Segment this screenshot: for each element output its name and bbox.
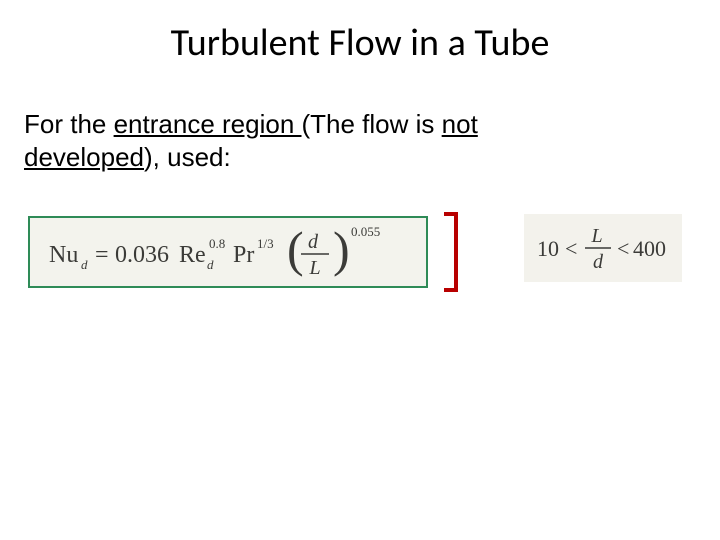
coef: 0.036: [115, 242, 169, 268]
cond-lt2: <: [617, 236, 629, 261]
pr-exp: 1/3: [257, 236, 274, 251]
condition-box: 10 < L d < 400: [524, 214, 682, 282]
equals: =: [95, 242, 109, 268]
formula-equation: Nu d = 0.036 Re d 0.8 Pr 1/3 ( ): [43, 222, 413, 282]
cond-lhs: 10: [537, 236, 559, 261]
body-not: not: [442, 109, 478, 139]
nu-symbol: Nu: [49, 242, 78, 268]
cond-den: d: [593, 251, 604, 273]
pr-symbol: Pr: [233, 242, 254, 268]
body-paragraph: For the entrance region (The flow is not…: [24, 108, 694, 173]
body-mid: (The flow is: [302, 109, 442, 139]
condition-equation: 10 < L d < 400: [533, 220, 673, 276]
frac-den: L: [308, 257, 320, 279]
formula-region: Nu d = 0.036 Re d 0.8 Pr 1/3 ( ): [28, 210, 470, 294]
nu-sub: d: [81, 257, 88, 272]
lparen: (: [287, 222, 304, 277]
re-symbol: Re: [179, 242, 206, 268]
bracket-icon: [440, 210, 470, 294]
re-sub: d: [207, 257, 214, 272]
body-developed: developed: [24, 142, 144, 172]
cond-num: L: [590, 225, 602, 247]
re-exp: 0.8: [209, 236, 225, 251]
formula-box: Nu d = 0.036 Re d 0.8 Pr 1/3 ( ): [28, 216, 428, 288]
cond-lt1: <: [565, 236, 577, 261]
rparen: ): [333, 222, 350, 277]
body-tail: ), used:: [144, 142, 231, 172]
body-entrance: entrance region: [114, 109, 302, 139]
page-title: Turbulent Flow in a Tube: [0, 20, 720, 66]
body-lead: For the: [24, 109, 114, 139]
frac-num: d: [308, 231, 319, 253]
cond-rhs: 400: [633, 236, 666, 261]
outer-exp: 0.055: [351, 224, 380, 239]
slide: Turbulent Flow in a Tube For the entranc…: [0, 0, 720, 540]
